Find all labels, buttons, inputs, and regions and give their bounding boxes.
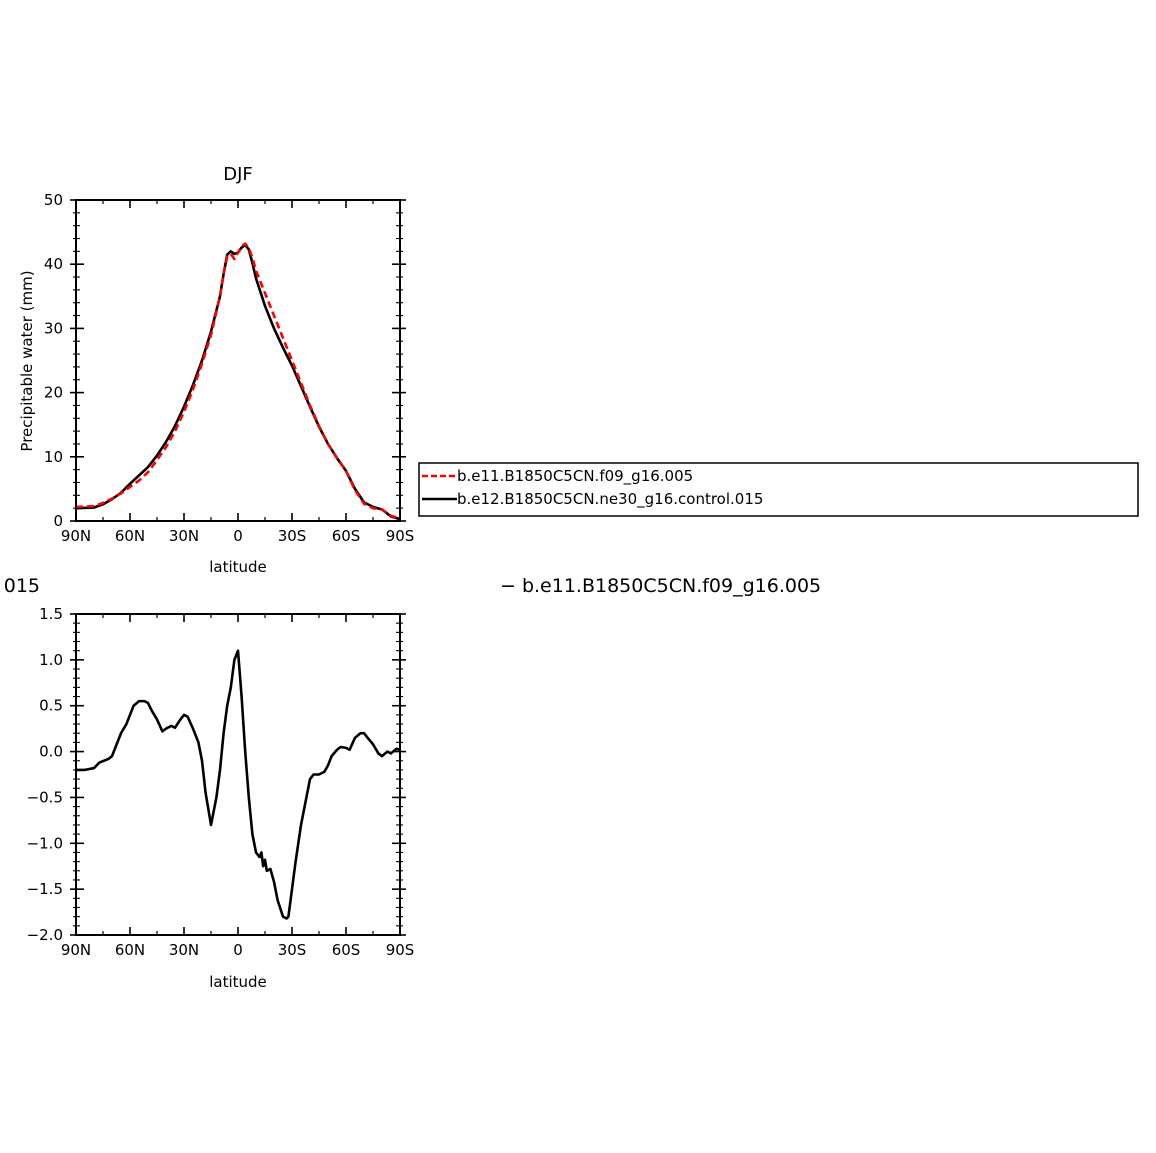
top-xtick-label: 60S bbox=[332, 527, 361, 545]
bottom-panel-xlabel: latitude bbox=[209, 973, 267, 991]
bottom-xtick-label: 90S bbox=[386, 941, 415, 959]
bottom-ytick-label: −1.0 bbox=[27, 834, 63, 852]
bottom-panel-frame bbox=[75, 613, 401, 936]
legend-label-ne30: b.e12.B1850C5CN.ne30_g16.control.015 bbox=[457, 490, 763, 509]
top-ytick-label: 0 bbox=[53, 512, 63, 530]
top-xtick-label: 90N bbox=[61, 527, 91, 545]
top-series-line-0 bbox=[75, 242, 401, 520]
bottom-ytick-label: 1.0 bbox=[39, 651, 63, 669]
bottom-series-line-0 bbox=[76, 649, 401, 920]
top-xtick-label: 30N bbox=[169, 527, 199, 545]
bottom-ytick-label: −0.5 bbox=[27, 788, 63, 806]
bottom-xtick-label: 0 bbox=[233, 941, 243, 959]
bottom-panel-series bbox=[76, 649, 401, 920]
bottom-ytick-label: −2.0 bbox=[27, 926, 63, 944]
bottom-ytick-label: −1.5 bbox=[27, 880, 63, 898]
bottom-xtick-label: 90N bbox=[61, 941, 91, 959]
top-xtick-label: 90S bbox=[386, 527, 415, 545]
bottom-ytick-label: 0.5 bbox=[39, 697, 63, 715]
legend-box bbox=[418, 462, 1139, 517]
top-series-line-1 bbox=[75, 243, 401, 521]
bottom-panel-ylabel: Precipitable water (mm) bbox=[0, 684, 16, 865]
top-panel-title: DJF bbox=[223, 164, 253, 185]
top-panel-axes: 90N 60N 30N 0 30S 60S 90S 0 10 20 30 40 50 bbox=[44, 191, 414, 545]
legend-label-f09: b.e11.B1850C5CN.f09_g16.005 bbox=[457, 467, 693, 486]
top-ytick-label: 40 bbox=[44, 255, 63, 273]
top-ytick-label: 50 bbox=[44, 191, 63, 209]
top-panel: DJF Precipitable water (mm) latitude 90N… bbox=[18, 164, 414, 576]
bottom-ytick-label: 0.0 bbox=[39, 743, 63, 761]
bottom-ytick-label: 1.5 bbox=[39, 605, 63, 623]
bottom-panel-header-left: 015 bbox=[4, 575, 40, 597]
top-ytick-label: 20 bbox=[44, 384, 63, 402]
bottom-panel-axes: 90N 60N 30N 0 30S 60S 90S −2.0 −1.5 −1.0 −0.5 0.0 0.… bbox=[27, 605, 415, 959]
top-panel-series bbox=[75, 242, 401, 521]
top-panel-ylabel: Precipitable water (mm) bbox=[18, 270, 36, 451]
top-panel-frame bbox=[75, 199, 401, 522]
top-xtick-label: 60N bbox=[115, 527, 145, 545]
bottom-xtick-label: 60N bbox=[115, 941, 145, 959]
top-xtick-label: 0 bbox=[233, 527, 243, 545]
bottom-panel: 015 − b.e11.B1850C5CN.f09_g16.005 Precip… bbox=[0, 575, 821, 991]
top-panel-xlabel: latitude bbox=[209, 558, 267, 576]
bottom-xtick-label: 60S bbox=[332, 941, 361, 959]
bottom-panel-header-right: − b.e11.B1850C5CN.f09_g16.005 bbox=[500, 575, 821, 597]
bottom-panel-ylabel-wrap: Precipitable water (mm) bbox=[0, 684, 16, 865]
top-xtick-label: 30S bbox=[278, 527, 307, 545]
bottom-xtick-label: 30N bbox=[169, 941, 199, 959]
bottom-xtick-label: 30S bbox=[278, 941, 307, 959]
top-ytick-label: 30 bbox=[44, 319, 63, 337]
top-ytick-label: 10 bbox=[44, 448, 63, 466]
legend: b.e11.B1850C5CN.f09_g16.005 b.e12.B1850C… bbox=[418, 462, 1139, 517]
